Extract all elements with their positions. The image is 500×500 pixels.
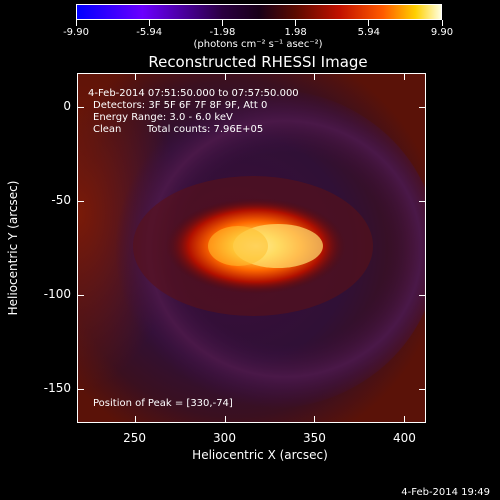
x-tick: [134, 74, 136, 80]
x-axis-title: Heliocentric X (arcsec): [192, 448, 328, 462]
y-tick: [419, 106, 425, 108]
x-tick: [224, 416, 226, 422]
colorbar-tick-label: 9.90: [430, 27, 454, 38]
colorbar-tick-label: -9.90: [63, 27, 89, 38]
peak-position: Position of Peak = [330,-74]: [93, 398, 233, 409]
y-tick: [78, 106, 84, 108]
colorbar-gradient: [76, 4, 442, 20]
x-tick: [404, 74, 406, 80]
colorbar-tick: [441, 20, 443, 26]
time-range: 4-Feb-2014 07:51:50.000 to 07:57:50.000: [88, 88, 299, 99]
y-tick-label: -100: [43, 287, 71, 302]
image-plot: 4-Feb-2014 07:51:50.000 to 07:57:50.000 …: [77, 73, 426, 423]
colorbar-tick-label: -5.94: [136, 27, 163, 38]
y-tick: [419, 200, 425, 202]
y-tick-label: -150: [43, 381, 71, 396]
colorbar-tick: [368, 20, 370, 26]
y-tick: [419, 389, 425, 391]
y-tick: [419, 295, 425, 297]
x-tick: [314, 74, 316, 80]
y-tick-label: 0: [63, 98, 71, 113]
colorbar: [76, 4, 442, 20]
y-tick-label: -50: [51, 192, 71, 207]
y-axis-title: Heliocentric Y (arcsec): [6, 180, 20, 316]
timestamp: 4-Feb-2014 19:49: [401, 487, 490, 498]
y-tick: [78, 200, 84, 202]
x-tick: [404, 416, 406, 422]
plot-title: Reconstructed RHESSI Image: [148, 53, 368, 71]
x-tick: [224, 74, 226, 80]
colorbar-tick: [75, 20, 77, 26]
algorithm-label: Clean: [93, 124, 122, 135]
colorbar-tick: [221, 20, 223, 26]
x-tick-label: 300: [213, 431, 236, 445]
colorbar-tick-label: -1.98: [209, 27, 236, 38]
colorbar-units: (photons cm⁻² s⁻¹ asec⁻²): [193, 39, 323, 50]
y-tick: [78, 295, 84, 297]
x-tick-label: 350: [303, 431, 326, 445]
detectors-info: Detectors: 3F 5F 6F 7F 8F 9F, Att 0: [93, 100, 268, 111]
colorbar-tick: [295, 20, 297, 26]
x-tick-label: 400: [392, 431, 416, 445]
colorbar-tick: [148, 20, 150, 26]
energy-range: Energy Range: 3.0 - 6.0 keV: [93, 112, 233, 123]
colorbar-tick-label: 5.94: [357, 27, 380, 38]
heatmap-image: [78, 74, 425, 422]
y-tick: [78, 389, 84, 391]
x-tick: [314, 416, 316, 422]
total-counts: Total counts: 7.96E+05: [147, 124, 264, 135]
colorbar-tick-label: 1.98: [284, 27, 307, 38]
x-tick: [134, 416, 136, 422]
x-tick-label: 250: [123, 431, 147, 445]
